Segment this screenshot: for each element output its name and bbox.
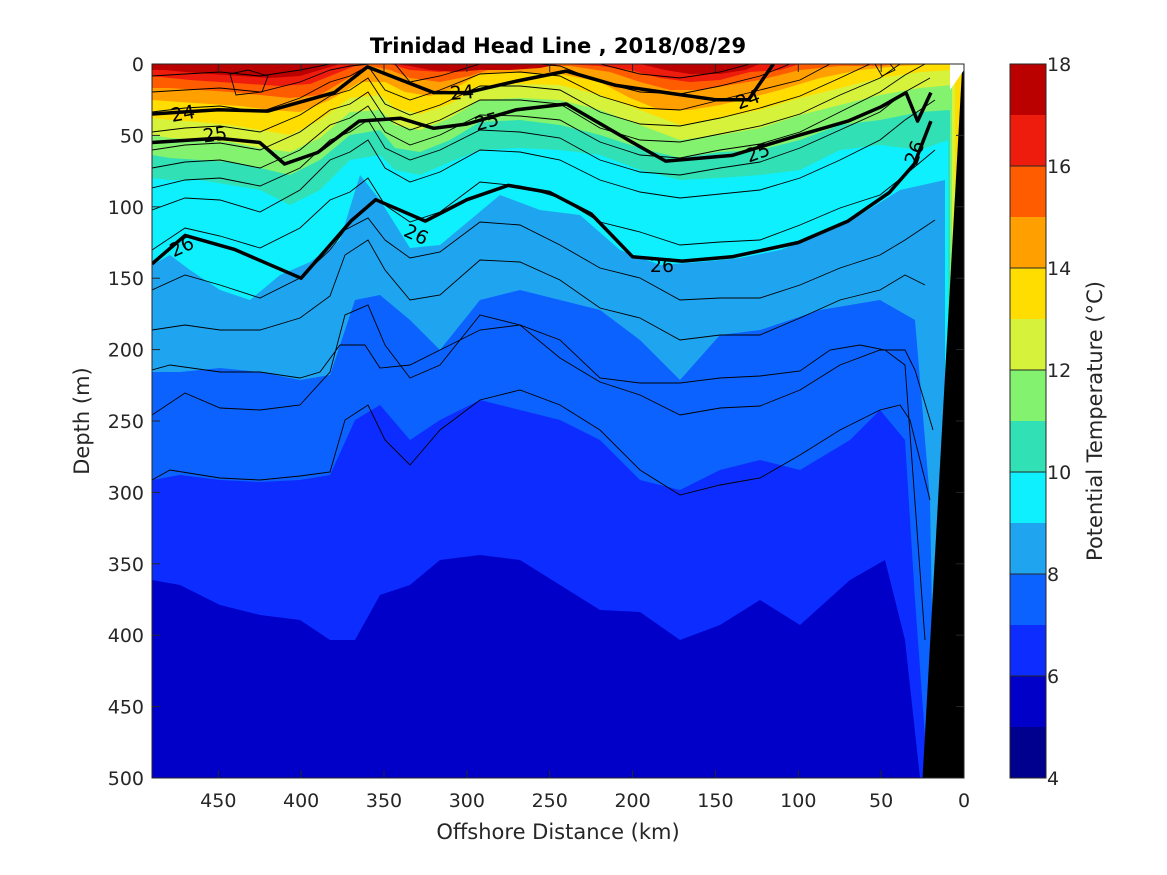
- isotherm-line: [152, 99, 936, 213]
- colorbar: [1010, 64, 1046, 778]
- contour-label-24: 24: [169, 101, 197, 127]
- chart-title: Trinidad Head Line , 2018/08/29: [370, 34, 746, 58]
- x-tick-label: 350: [366, 790, 402, 812]
- contour-label-26: 26: [650, 255, 674, 277]
- colorbar-swatch: [1010, 472, 1046, 523]
- colorbar-swatch: [1010, 370, 1046, 421]
- isotherm-line: [152, 64, 751, 79]
- isotherm-line: [152, 149, 936, 251]
- sigma-26-contour: [152, 120, 933, 280]
- x-axis-label: Offshore Distance (km): [436, 820, 679, 844]
- isotherm-line: [874, 64, 896, 77]
- contour-label-25: 25: [201, 122, 228, 147]
- y-tick-label: 250: [108, 411, 144, 433]
- y-tick-label: 100: [108, 197, 144, 219]
- colorbar-swatch: [1010, 523, 1046, 574]
- colorbar-swatch: [1010, 574, 1046, 625]
- colorbar-tick-label: 8: [1047, 564, 1059, 586]
- y-tick-label: 300: [108, 482, 144, 504]
- isotherm-line: [229, 69, 269, 96]
- colorbar-swatch: [1010, 268, 1046, 319]
- colorbar-swatch: [1010, 676, 1046, 727]
- colorbar-swatch: [1010, 319, 1046, 370]
- colorbar-tick-label: 12: [1047, 360, 1071, 382]
- y-tick-label: 450: [108, 697, 144, 719]
- temperature-isotherms: [152, 64, 936, 641]
- y-tick-label: 50: [120, 125, 144, 147]
- x-tick-label: 300: [449, 790, 485, 812]
- y-tick-label: 500: [108, 768, 144, 790]
- nodata-region: [950, 64, 964, 90]
- colorbar-label: Potential Temperature (°C): [1083, 281, 1107, 561]
- x-axis: 450 400 350 300 250 200 150 100 50 0: [200, 64, 970, 812]
- colorbar-tick-label: 6: [1047, 666, 1059, 688]
- sigma-25-contour: [152, 90, 933, 166]
- x-tick-label: 200: [614, 790, 650, 812]
- isotherm-line: [152, 304, 934, 431]
- x-tick-label: 250: [532, 790, 568, 812]
- isotherm-line: [152, 389, 931, 501]
- isotherm-line: [152, 217, 936, 301]
- colorbar-swatch: [1010, 166, 1046, 217]
- colorbar-swatch: [1010, 115, 1046, 166]
- isotherm-line: [152, 239, 926, 341]
- colorbar-tick-label: 18: [1047, 54, 1071, 76]
- y-tick-label: 150: [108, 268, 144, 290]
- x-tick-label: 0: [958, 790, 970, 812]
- colorbar-tick-label: 16: [1047, 156, 1071, 178]
- temperature-field-band-9-10: [152, 64, 964, 778]
- temperature-field-band-12-13: [152, 64, 964, 778]
- x-tick-label: 50: [869, 790, 893, 812]
- colorbar-tick-label: 10: [1047, 462, 1071, 484]
- x-tick-label: 450: [200, 790, 236, 812]
- y-tick-label: 200: [108, 340, 144, 362]
- colorbar-swatch: [1010, 217, 1046, 268]
- isotherm-line: [152, 77, 931, 189]
- colorbar-axis: 4 6 8 10 12 14 16 18: [1010, 54, 1071, 790]
- plot-area: 24 24 24 25 25 25 26 26 26 26: [152, 64, 964, 778]
- sigma-24-contour: [152, 64, 775, 116]
- y-axis: 0 50 100 150 200 250 300 350 400 450 500: [108, 54, 964, 790]
- colorbar-swatch: [1010, 421, 1046, 472]
- colorbar-swatch: [1010, 64, 1046, 115]
- x-tick-label: 400: [283, 790, 319, 812]
- y-tick-label: 400: [108, 625, 144, 647]
- bottom-bathymetry: [922, 64, 964, 778]
- isotherm-line: [152, 64, 871, 133]
- y-tick-label: 350: [108, 554, 144, 576]
- density-contours: [152, 64, 933, 280]
- contour-label-24: 24: [449, 81, 475, 105]
- isotherm-line: [152, 64, 831, 113]
- isotherm-line: [152, 64, 901, 151]
- x-tick-label: 150: [697, 790, 733, 812]
- y-tick-label: 0: [132, 54, 144, 76]
- colorbar-tick-label: 14: [1047, 258, 1071, 280]
- y-axis-label: Depth (m): [70, 367, 94, 474]
- colorbar-tick-label: 4: [1047, 768, 1059, 790]
- colorbar-swatch: [1010, 625, 1046, 676]
- colorbar-swatch: [1010, 727, 1046, 778]
- x-tick-label: 100: [780, 790, 816, 812]
